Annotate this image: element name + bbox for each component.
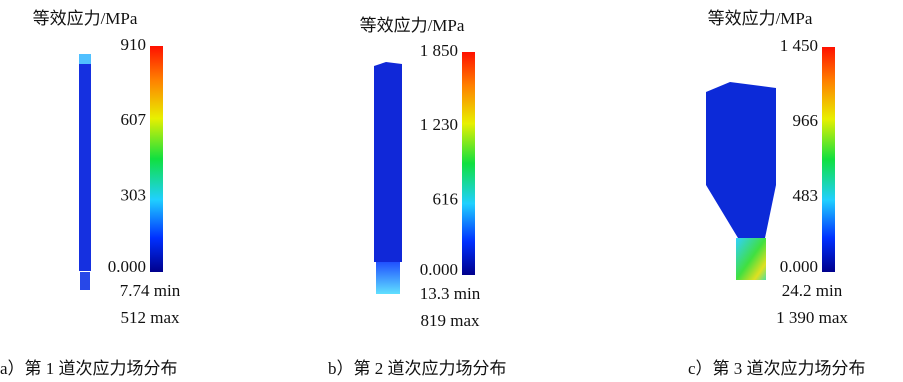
colorbar-label: 607: [121, 110, 147, 129]
figure: 等效应力/MPa 910 607 303 0.000 7.74 min 512 max a）第…: [0, 0, 903, 382]
colorbar-title: 等效应力/MPa: [360, 16, 465, 35]
colorbar-label: 1 230: [420, 115, 458, 134]
colorbar-label: 0.000: [780, 257, 818, 276]
colorbar-label: 910: [121, 35, 147, 54]
colorbar-title: 等效应力/MPa: [33, 9, 138, 28]
colorbar-label: 0.000: [420, 260, 458, 279]
caption: b）第 2 道次应力场分布: [328, 359, 507, 378]
colorbar-label: 0.000: [108, 257, 146, 276]
min-label: 13.3 min: [420, 284, 481, 303]
max-label: 1 390 max: [776, 308, 848, 327]
part-model: [79, 54, 91, 290]
caption: a）第 1 道次应力场分布: [0, 359, 178, 378]
colorbar: [822, 47, 835, 272]
colorbar-label: 483: [793, 186, 819, 205]
max-label: 512 max: [120, 308, 180, 327]
colorbar-label: 616: [433, 190, 459, 209]
min-label: 7.74 min: [120, 281, 181, 300]
colorbar: [150, 46, 163, 272]
caption: c）第 3 道次应力场分布: [688, 359, 866, 378]
colorbar-label: 966: [793, 111, 819, 130]
colorbar-label: 303: [121, 186, 147, 205]
part-model: [374, 62, 402, 294]
part-model: [706, 82, 776, 280]
colorbar-label: 1 450: [780, 36, 818, 55]
min-label: 24.2 min: [782, 281, 843, 300]
colorbar: [462, 52, 475, 275]
colorbar-title: 等效应力/MPa: [708, 9, 813, 28]
max-label: 819 max: [420, 311, 480, 330]
colorbar-label: 1 850: [420, 41, 458, 60]
